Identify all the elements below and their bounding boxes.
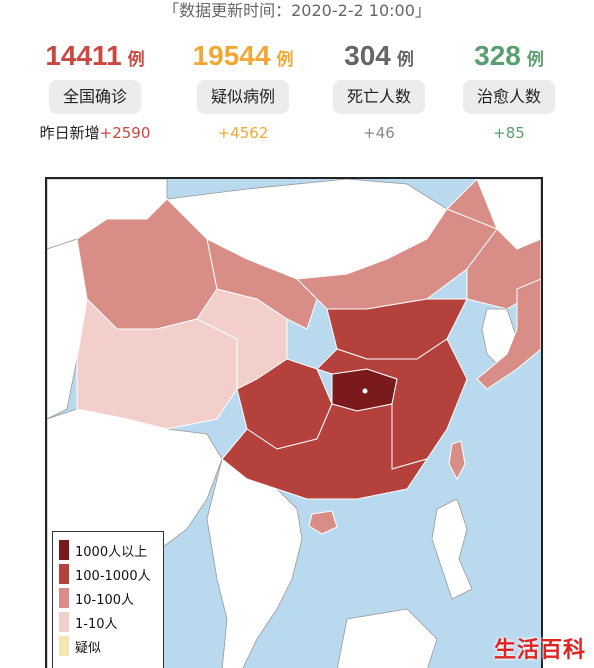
update-time: 「数据更新时间：2020-2-2 10:00」 [163, 1, 431, 20]
stat-deaths: 304 例 死亡人数 +46 [304, 36, 454, 144]
confirmed-delta-value: +2590 [99, 124, 151, 142]
delta-prefix: 昨日新增 [39, 124, 100, 142]
wuhan-marker-icon [362, 388, 368, 394]
hainan-island[interactable] [308, 510, 338, 535]
legend-swatch [59, 540, 69, 560]
legend-label: 100-1000人 [75, 568, 151, 584]
map-legend: 1000人以上 100-1000人 10-100人 1-10人 疑似 [52, 531, 164, 668]
legend-item: 1000人以上 [59, 538, 163, 562]
legend-swatch [59, 612, 69, 632]
confirmed-tab-button[interactable]: 全国确诊 [48, 80, 141, 114]
stat-cured: 328 例 治愈人数 +85 [434, 36, 584, 144]
cured-unit: 例 [526, 50, 544, 70]
gansu-region[interactable] [206, 238, 318, 330]
cured-delta-value: +85 [493, 124, 525, 142]
legend-item: 100-1000人 [59, 562, 163, 586]
legend-label: 1000人以上 [75, 544, 148, 560]
suspected-delta: +4562 [168, 122, 318, 144]
legend-label: 疑似 [75, 640, 102, 656]
suspected-count: 19544 [192, 40, 271, 71]
deaths-delta: +46 [304, 122, 454, 144]
suspected-unit: 例 [276, 50, 294, 70]
confirmed-delta: 昨日新增+2590 [20, 122, 170, 144]
suspected-delta-value: +4562 [217, 124, 269, 142]
site-watermark: 生活百科 [493, 638, 586, 663]
stat-suspected: 19544 例 疑似病例 +4562 [168, 36, 318, 144]
stat-confirmed: 14411 例 全国确诊 昨日新增+2590 [20, 36, 170, 144]
japan-islands [476, 278, 541, 390]
indochina-land [206, 458, 303, 668]
legend-item: 疑似 [59, 634, 163, 658]
suspected-tab-button[interactable]: 疑似病例 [196, 80, 289, 114]
south-china-region[interactable] [221, 403, 429, 500]
borneo-land [336, 608, 438, 668]
legend-label: 1-10人 [75, 616, 118, 632]
stats-panel: 14411 例 全国确诊 昨日新增+2590 19544 例 疑似病例 +4562 … [0, 36, 594, 146]
cured-tab-button[interactable]: 治愈人数 [462, 80, 555, 114]
legend-item: 10-100人 [59, 586, 163, 610]
epidemic-map[interactable] [45, 177, 543, 668]
northeast-region[interactable] [446, 179, 541, 310]
legend-swatch [59, 564, 69, 584]
philippines-islands [431, 498, 473, 600]
tibet-region[interactable] [76, 297, 238, 430]
map-svg [47, 179, 541, 668]
cured-delta: +85 [434, 122, 584, 144]
deaths-unit: 例 [396, 50, 414, 70]
deaths-tab-button[interactable]: 死亡人数 [332, 80, 425, 114]
taiwan-island[interactable] [448, 440, 466, 481]
deaths-count: 304 [344, 40, 391, 71]
legend-item: 1-10人 [59, 610, 163, 634]
confirmed-unit: 例 [127, 50, 145, 70]
deaths-delta-value: +46 [363, 124, 395, 142]
confirmed-count: 14411 [45, 40, 122, 71]
cured-count: 328 [474, 40, 521, 71]
legend-label: 10-100人 [75, 592, 135, 608]
legend-swatch [59, 636, 69, 656]
legend-swatch [59, 588, 69, 608]
